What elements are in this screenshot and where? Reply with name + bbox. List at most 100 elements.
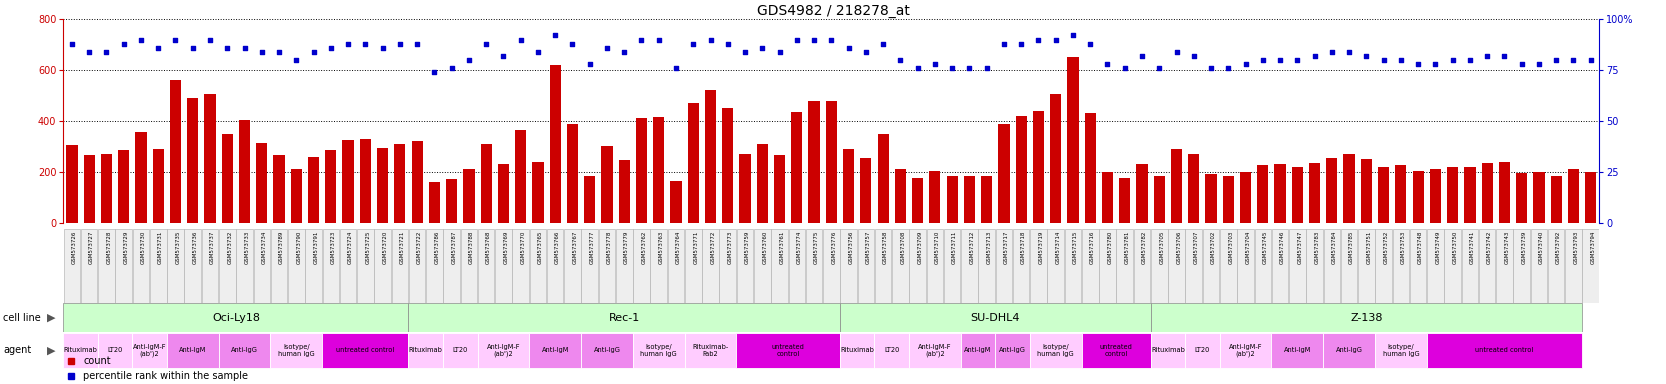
Bar: [685, 333, 736, 368]
Bar: [1274, 164, 1286, 223]
Bar: [1258, 166, 1268, 223]
Bar: [1240, 172, 1251, 223]
Point: [1388, 57, 1414, 63]
Point: [1543, 57, 1569, 63]
Text: GSM573790: GSM573790: [297, 231, 302, 264]
Point: [335, 41, 362, 47]
Bar: [618, 161, 630, 223]
Text: Rituximab: Rituximab: [840, 348, 875, 353]
Bar: [1426, 333, 1583, 368]
Text: GDS4982 / 218278_at: GDS4982 / 218278_at: [756, 4, 910, 18]
Bar: [1568, 169, 1579, 223]
Bar: [1444, 229, 1461, 303]
Bar: [910, 229, 926, 303]
Bar: [946, 175, 958, 223]
Text: GSM573778: GSM573778: [606, 231, 611, 264]
Bar: [1081, 333, 1151, 368]
Text: GSM573728: GSM573728: [107, 231, 112, 264]
Bar: [202, 229, 218, 303]
Bar: [1516, 173, 1528, 223]
Point: [1371, 57, 1398, 63]
Text: GSM573774: GSM573774: [796, 231, 801, 264]
Text: GSM573779: GSM573779: [625, 231, 630, 264]
Point: [213, 45, 240, 51]
Bar: [1378, 167, 1389, 223]
Text: GSM573741: GSM573741: [1469, 231, 1474, 264]
Text: GSM573749: GSM573749: [1436, 231, 1441, 264]
Bar: [808, 101, 820, 223]
Bar: [1323, 333, 1374, 368]
Bar: [1151, 333, 1185, 368]
Point: [1181, 53, 1208, 59]
Bar: [961, 229, 978, 303]
Point: [232, 45, 258, 51]
Point: [283, 57, 310, 63]
Bar: [650, 229, 666, 303]
Text: Rec-1: Rec-1: [608, 313, 640, 323]
Bar: [546, 229, 563, 303]
Bar: [1101, 172, 1113, 223]
Text: Rituximab: Rituximab: [408, 348, 443, 353]
Text: GSM573712: GSM573712: [970, 231, 975, 264]
Text: GSM573726: GSM573726: [72, 231, 77, 264]
Bar: [513, 229, 530, 303]
Bar: [581, 333, 633, 368]
Text: SU-DHL4: SU-DHL4: [971, 313, 1020, 323]
Bar: [63, 229, 80, 303]
Bar: [395, 144, 405, 223]
Bar: [1461, 229, 1478, 303]
Point: [1250, 57, 1276, 63]
Text: GSM573702: GSM573702: [1211, 231, 1216, 264]
Bar: [426, 229, 443, 303]
Bar: [670, 181, 681, 223]
Text: percentile rank within the sample: percentile rank within the sample: [83, 371, 248, 381]
Text: cell line: cell line: [3, 313, 42, 323]
Point: [1404, 61, 1431, 67]
Point: [438, 65, 465, 71]
Point: [715, 41, 741, 47]
Bar: [392, 229, 408, 303]
Text: GSM573781: GSM573781: [1125, 231, 1130, 264]
Text: GSM573768: GSM573768: [486, 231, 491, 264]
Bar: [133, 229, 150, 303]
Bar: [118, 150, 130, 223]
Bar: [257, 142, 268, 223]
Point: [93, 49, 120, 55]
Bar: [930, 170, 941, 223]
Bar: [895, 169, 906, 223]
Text: GSM573742: GSM573742: [1488, 231, 1493, 264]
Point: [1508, 61, 1534, 67]
Text: GSM573734: GSM573734: [262, 231, 267, 264]
Text: GSM573776: GSM573776: [831, 231, 836, 264]
Text: GSM573722: GSM573722: [416, 231, 421, 264]
Bar: [756, 144, 768, 223]
Text: GSM573717: GSM573717: [1005, 231, 1010, 264]
Text: LT20: LT20: [885, 348, 900, 353]
Point: [1266, 57, 1293, 63]
Bar: [325, 150, 337, 223]
Text: GSM573786: GSM573786: [435, 231, 440, 264]
Bar: [720, 229, 736, 303]
Bar: [823, 229, 840, 303]
Text: GSM573745: GSM573745: [1263, 231, 1268, 264]
Text: untreated control: untreated control: [337, 348, 395, 353]
Bar: [480, 144, 491, 223]
Text: GSM573710: GSM573710: [935, 231, 940, 264]
Text: GSM573735: GSM573735: [175, 231, 180, 264]
Bar: [288, 229, 305, 303]
Bar: [806, 229, 823, 303]
Bar: [1341, 229, 1358, 303]
Bar: [1120, 178, 1130, 223]
Bar: [585, 175, 595, 223]
Bar: [636, 118, 646, 223]
Bar: [533, 162, 543, 223]
Bar: [688, 103, 698, 223]
Text: GSM573765: GSM573765: [538, 231, 543, 264]
Bar: [1085, 113, 1096, 223]
Bar: [237, 229, 253, 303]
Bar: [1361, 159, 1373, 223]
Bar: [273, 155, 285, 223]
Bar: [721, 108, 733, 223]
Text: GSM573775: GSM573775: [815, 231, 820, 264]
Bar: [1496, 229, 1513, 303]
